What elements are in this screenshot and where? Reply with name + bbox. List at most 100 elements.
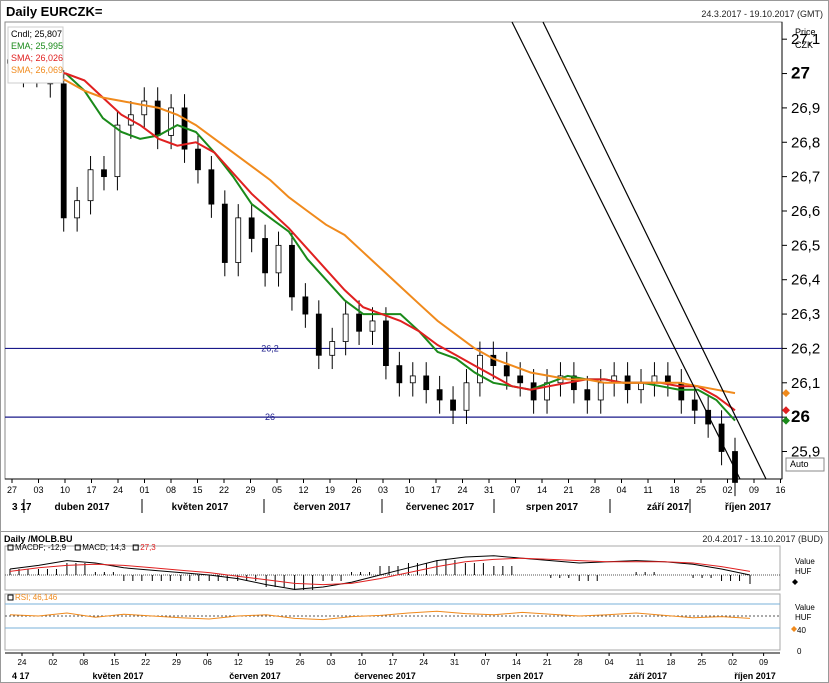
sub-x-tick-label: 09 — [759, 658, 768, 667]
sub-x-tick-label: 15 — [110, 658, 119, 667]
auto-scale-label: Auto — [790, 459, 809, 469]
candle-body — [396, 365, 403, 384]
x-month-label: srpen 2017 — [526, 502, 579, 513]
legend-entry-0: Cndl; 25,807 — [11, 29, 62, 39]
x-tick-label: 14 — [537, 485, 547, 495]
y-tick-label: 26,9 — [791, 100, 820, 117]
candle-body — [517, 375, 524, 384]
trend-channel-upper — [511, 21, 741, 480]
candle-body — [87, 169, 94, 202]
y-tick-label: 25,9 — [791, 444, 820, 461]
candle-body — [383, 320, 389, 367]
ma-line-1 — [10, 69, 736, 412]
x-month-label: červenec 2017 — [406, 502, 475, 513]
sub-x-tick-label: 21 — [543, 658, 552, 667]
legend-box — [7, 26, 64, 84]
price-marker-1 — [782, 406, 790, 415]
sub-x-tick-label: 12 — [234, 658, 243, 667]
candle-body — [463, 382, 470, 411]
candle-body — [664, 375, 671, 384]
candle-body — [208, 169, 215, 205]
x-tick-label: 22 — [219, 485, 229, 495]
sub-x-tick-label: 06 — [203, 658, 212, 667]
macd-panel — [4, 545, 781, 591]
macd-marker — [792, 579, 798, 585]
macd-legend-0: MACDF; -12,9 — [15, 543, 67, 552]
candle-body — [732, 451, 738, 483]
y-tick-label: 26,8 — [791, 134, 820, 151]
macd-axis-currency: HUF — [795, 567, 812, 576]
x-tick-label: 17 — [86, 485, 96, 495]
sub-x-month-label: září 2017 — [629, 671, 667, 681]
sub-x-tick-label: 29 — [172, 658, 181, 667]
sub-x-tick-label: 17 — [388, 658, 397, 667]
rsi-tick-40: 40 — [797, 626, 806, 635]
sub-x-month-label: říjen 2017 — [734, 671, 776, 681]
candle-body — [275, 244, 282, 274]
auto-scale-box — [785, 457, 825, 472]
macd-line — [9, 555, 751, 590]
x-tick-label: 10 — [404, 485, 414, 495]
candle-body — [248, 217, 255, 239]
x-tick-label: 01 — [139, 485, 149, 495]
horizontal-line-label-0: 26,2 — [261, 343, 279, 353]
rsi-marker — [791, 626, 797, 632]
x-tick-label: 03 — [33, 485, 43, 495]
sub-x-month-label: květen 2017 — [92, 671, 143, 681]
rsi-legend-swatch — [7, 594, 14, 601]
candle-body — [60, 83, 67, 219]
candle-body — [168, 107, 175, 136]
x-tick-label: 11 — [643, 485, 652, 495]
y-tick-label: 26,2 — [791, 340, 820, 357]
candle-body — [423, 375, 430, 391]
macd-legend-swatch — [132, 544, 139, 551]
x-tick-label: 18 — [669, 485, 679, 495]
sub-x-tick-label: 19 — [265, 658, 274, 667]
candle-body — [530, 382, 537, 401]
price-axis-title: Price — [795, 27, 816, 37]
sub-x-tick-label: 22 — [141, 658, 150, 667]
y-tick-label: 27,1 — [791, 31, 820, 48]
x-tick-label: 07 — [510, 485, 520, 495]
x-tick-label: 26 — [351, 485, 361, 495]
sub-x-tick-label: 11 — [636, 658, 645, 667]
candle-body — [221, 203, 228, 263]
y-tick-label: 27 — [791, 64, 810, 83]
sub-x-month-label: červenec 2017 — [354, 671, 416, 681]
candle-body — [369, 320, 376, 332]
sub-x-tick-label: 08 — [79, 658, 88, 667]
sub-x-tick-label: 24 — [18, 658, 27, 667]
x-tick-label: 08 — [166, 485, 176, 495]
price-marker-2 — [782, 416, 790, 425]
sub-x-tick-label: 02 — [728, 658, 737, 667]
macd-axis-value: Value — [795, 557, 815, 566]
macd-legend-1: MACD; 14,3 — [82, 543, 126, 552]
candle-body — [691, 399, 698, 411]
x-month-label: září 2017 — [647, 502, 690, 513]
candle-body — [114, 124, 121, 178]
y-tick-label: 26,3 — [791, 306, 820, 323]
ma-line-2 — [10, 72, 736, 395]
x-tick-label: 28 — [590, 485, 600, 495]
sub-chart-date-range: 20.4.2017 - 13.10.2017 (BUD) — [702, 534, 823, 544]
sub-x-month-label: červen 2017 — [229, 671, 281, 681]
candle-body — [503, 365, 510, 377]
main-plot-area — [4, 21, 783, 480]
candle-body — [409, 375, 416, 384]
candle-body — [329, 341, 336, 356]
x-tick-label: 21 — [563, 485, 573, 495]
sub-x-tick-label: 31 — [450, 658, 459, 667]
candle-body — [154, 100, 161, 136]
y-tick-label: 26 — [791, 407, 810, 426]
x-tick-label: 02 — [722, 485, 732, 495]
rsi-axis-value: Value — [795, 603, 815, 612]
candle-body — [141, 100, 148, 116]
macd-legend-swatch — [7, 544, 14, 551]
macd-legend-2: 27,3 — [140, 543, 156, 552]
sub-x-month-label: srpen 2017 — [496, 671, 543, 681]
candle-body — [302, 296, 309, 315]
x-tick-label: 27 — [7, 485, 17, 495]
x-month-label: květen 2017 — [172, 502, 229, 513]
y-tick-label: 26,6 — [791, 203, 820, 220]
